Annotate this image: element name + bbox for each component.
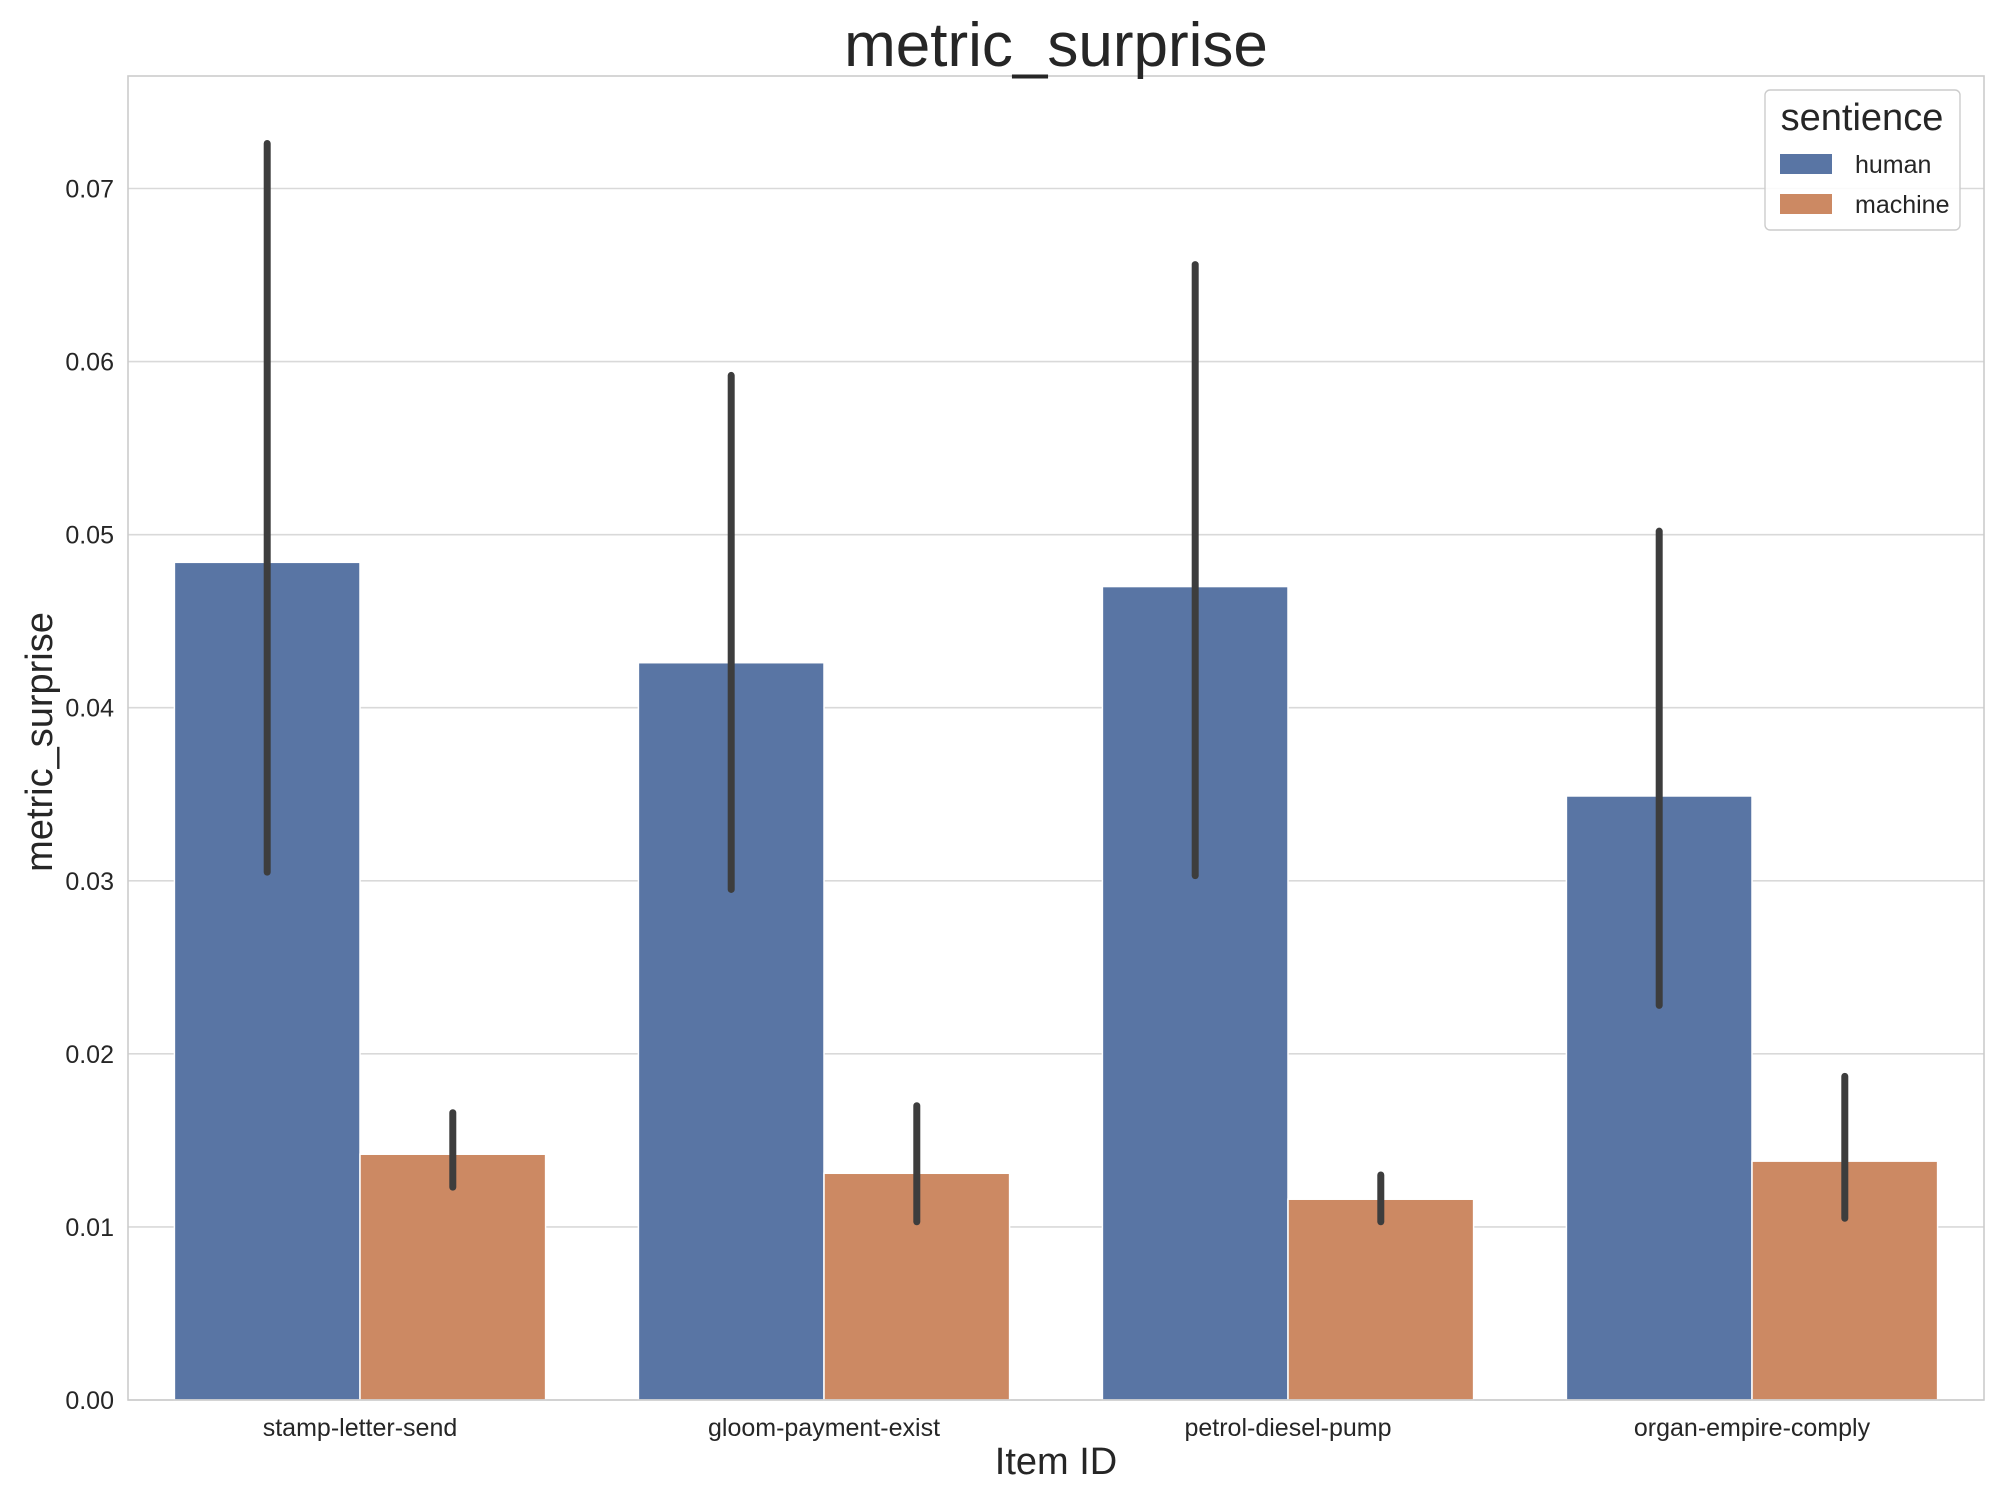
legend-label-machine: machine [1855,191,1950,219]
y-tick-label: 0.01 [65,1214,114,1242]
bar-machine [359,1153,547,1401]
y-tick-label: 0.07 [65,175,114,203]
y-axis-label: metric_surprise [19,612,61,872]
plot-frame [127,75,1985,1401]
chart-title: metric_surprise [844,11,1268,80]
y-tick-label: 0.03 [65,868,114,896]
legend-swatch-human [1780,154,1832,174]
legend-title: sentience [1781,97,1944,139]
x-tick-label: organ-empire-comply [1634,1414,1871,1442]
error-bars [263,139,1849,1226]
y-tick-label: 0.00 [65,1387,114,1415]
legend-label-human: human [1855,151,1931,179]
bar-human [1101,585,1289,1401]
y-tick-label: 0.02 [65,1041,114,1069]
y-tick-label: 0.06 [65,349,114,377]
y-tick-label: 0.04 [65,695,114,723]
bar-machine [1287,1198,1475,1401]
x-tick-label: petrol-diesel-pump [1184,1414,1391,1442]
x-tick-label: gloom-payment-exist [708,1414,940,1442]
x-axis-label: Item ID [995,1441,1117,1483]
y-tick-labels: 0.00 0.01 0.02 0.03 0.04 0.05 0.06 0.07 [65,175,114,1415]
legend-swatch-machine [1780,194,1832,214]
legend: sentience human machine [1764,89,1961,231]
x-tick-labels: stamp-letter-send gloom-payment-exist petr… [263,1414,1871,1442]
y-tick-label: 0.05 [65,522,114,550]
bars [173,561,1939,1401]
x-tick-label: stamp-letter-send [263,1414,458,1442]
legend-items: human machine [1780,151,1950,219]
